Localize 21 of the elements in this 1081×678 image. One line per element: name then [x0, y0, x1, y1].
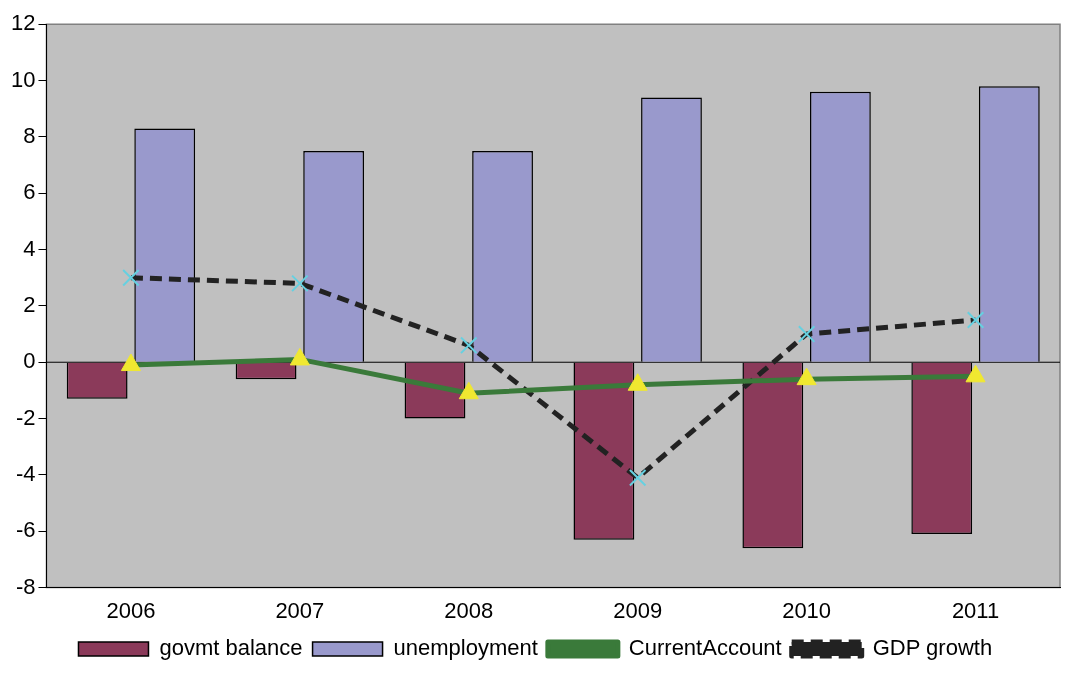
y-tick-label: -8 — [15, 573, 36, 599]
x-tick-label: 2010 — [782, 597, 832, 623]
y-tick-label: 0 — [23, 348, 36, 374]
x-tick-label: 2011 — [951, 597, 1000, 623]
legend-label: CurrentAccount — [628, 635, 782, 661]
x-tick-label: 2007 — [275, 597, 325, 623]
y-tick-label: -4 — [15, 460, 36, 486]
x-tick-label: 2006 — [106, 597, 156, 623]
legend-label: govmt balance — [159, 635, 303, 661]
legend-label: unemployment — [393, 635, 538, 661]
x-tick-label: 2008 — [444, 597, 494, 623]
y-tick-label: -2 — [15, 404, 36, 430]
x-tick-label: 2009 — [613, 597, 663, 623]
y-tick-label: 2 — [23, 291, 36, 317]
y-tick-label: 6 — [23, 179, 36, 205]
y-tick-label: 4 — [23, 235, 36, 261]
y-tick-label: -6 — [15, 517, 36, 543]
legend-label: GDP growth — [872, 635, 993, 661]
y-tick-label: 8 — [23, 122, 36, 148]
y-tick-label: 12 — [10, 10, 36, 36]
y-tick-label: 10 — [10, 66, 36, 92]
